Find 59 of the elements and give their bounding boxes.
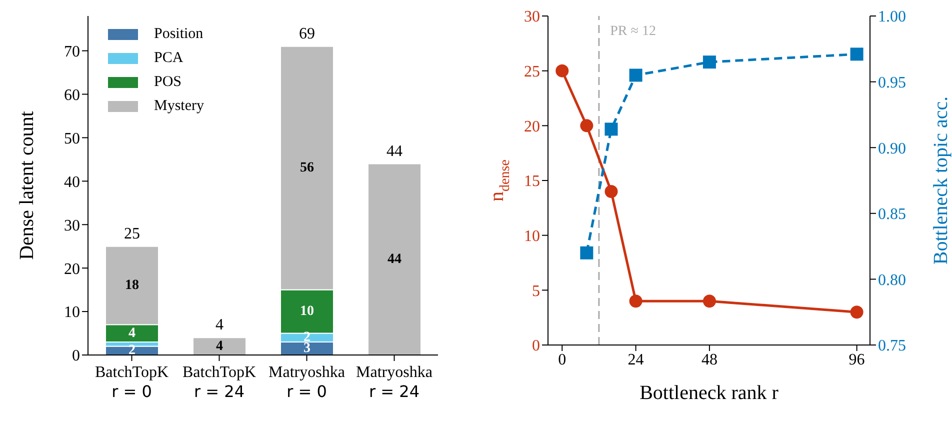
point (604, 122, 618, 136)
data-label: 4 (128, 326, 136, 341)
bar (192, 337, 246, 355)
data-label: 44 (388, 252, 402, 267)
y2-tick-label: 0.75 (878, 338, 906, 355)
x-tick-label: Matryoshka r = 0 (268, 364, 345, 401)
point (604, 184, 618, 198)
x-axis-title: Bottleneck rank r (640, 382, 779, 404)
point (850, 306, 864, 319)
x-tick-label: 96 (848, 351, 865, 368)
x-tick-label: 48 (701, 351, 718, 368)
x-tick-label: Matryoshka r = 24 (356, 364, 432, 401)
y-axis-title: Dense latent count (16, 110, 38, 260)
legend-label: Mystery (154, 97, 204, 116)
y-tick-label: 25 (524, 64, 540, 81)
y2-tick-label: 0.95 (878, 74, 906, 92)
data-label: 18 (125, 278, 139, 293)
y2-tick-label: 0.90 (878, 140, 906, 158)
total-label: 69 (299, 25, 315, 42)
x-tick-label: BatchTopK r = 0 (94, 364, 169, 401)
y-tick-label: 10 (524, 228, 540, 246)
total-label: 4 (216, 316, 224, 334)
total-label: 44 (386, 142, 402, 160)
y2-tick-label: 1.00 (878, 8, 906, 26)
y-tick-label: 30 (524, 8, 540, 26)
legend-label: Position (154, 25, 204, 44)
point (580, 246, 594, 260)
point (702, 294, 716, 308)
y-tick-label: 20 (524, 118, 540, 136)
total-label: 25 (124, 225, 140, 242)
y-tick-label: 30 (64, 217, 80, 234)
data-label: 4 (216, 338, 223, 354)
point (629, 294, 642, 308)
y-tick-label: 15 (524, 173, 540, 190)
data-label: 10 (300, 304, 314, 320)
legend-label: PCA (154, 49, 184, 68)
y-tick-label: 40 (64, 174, 80, 191)
y-tick-label: 50 (64, 130, 80, 148)
point (629, 68, 642, 82)
x-tick-label: BatchTopK r = 24 (182, 364, 256, 401)
y2-tick-label: 0.80 (878, 272, 906, 289)
y-tick-label: 60 (64, 86, 80, 104)
y2-axis-title: Bottleneck topic acc. (930, 96, 952, 265)
y-tick-label: 5 (532, 282, 540, 300)
ref-line-label: PR ≈ 12 (610, 24, 656, 39)
point (580, 119, 594, 132)
y-tick-label: 70 (64, 43, 80, 60)
point (850, 48, 864, 61)
y-tick-label: 20 (64, 260, 80, 278)
point (556, 64, 569, 78)
y-tick-label: 10 (64, 304, 80, 322)
point (702, 56, 716, 69)
y-tick-label: 0 (532, 338, 540, 355)
x-tick-label: 0 (558, 351, 566, 368)
y2-tick-label: 0.85 (878, 206, 906, 224)
legend-label: POS (154, 73, 182, 92)
x-tick-label: 24 (628, 351, 644, 368)
data-label: 56 (300, 160, 314, 176)
bar (368, 163, 422, 355)
